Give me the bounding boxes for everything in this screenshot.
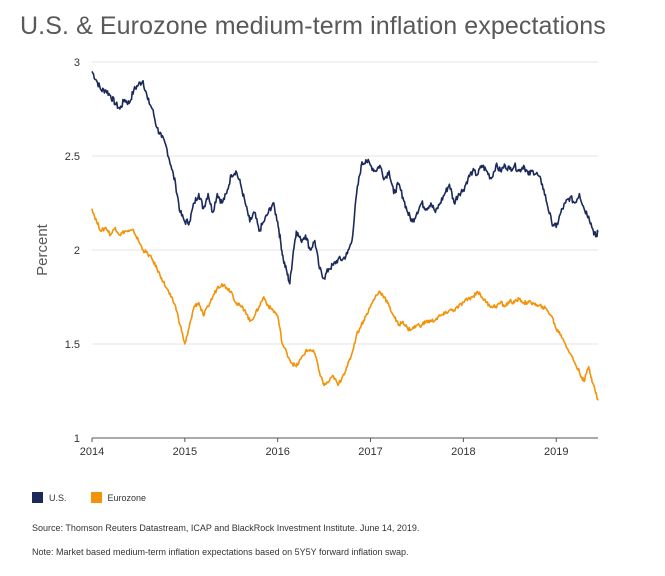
legend-swatch-eurozone <box>90 492 102 503</box>
y-axis-label: Percent <box>34 223 51 276</box>
x-tick-label: 2016 <box>265 446 289 458</box>
legend-item-us: U.S. <box>32 492 67 503</box>
x-tick-label: 2017 <box>358 446 382 458</box>
x-tick-label: 2014 <box>80 446 104 458</box>
x-tick-label: 2018 <box>451 446 475 458</box>
x-tick-label: 2019 <box>544 446 568 458</box>
legend-item-eurozone: Eurozone <box>90 492 147 503</box>
footnote: Note: Market based medium-term inflation… <box>32 547 409 557</box>
y-tick-label: 2.5 <box>65 151 80 163</box>
legend-swatch-us <box>32 492 43 503</box>
y-tick-label: 1.5 <box>65 339 80 351</box>
y-tick-label: 3 <box>74 57 80 69</box>
legend: U.S. Eurozone <box>32 492 170 503</box>
gridlines <box>92 61 598 345</box>
x-tick-label: 2015 <box>173 446 197 458</box>
legend-label-us: U.S. <box>49 492 67 503</box>
y-tick-label: 1 <box>74 433 80 445</box>
series-line-us <box>91 71 599 285</box>
source-note: Source: Thomson Reuters Datastream, ICAP… <box>32 523 420 533</box>
series-line-eurozone <box>91 208 599 401</box>
legend-label-eurozone: Eurozone <box>107 492 147 503</box>
chart-canvas: 1 1.5 2 2.5 3 2014 2015 2016 2017 2018 2019 Percen… <box>34 57 599 458</box>
chart-title: U.S. & Eurozone medium-term inflation ex… <box>20 12 606 40</box>
axes: 1 1.5 2 2.5 3 2014 2015 2016 2017 2018 2019 <box>65 57 598 458</box>
y-tick-label: 2 <box>74 245 80 257</box>
series-group <box>91 71 599 401</box>
